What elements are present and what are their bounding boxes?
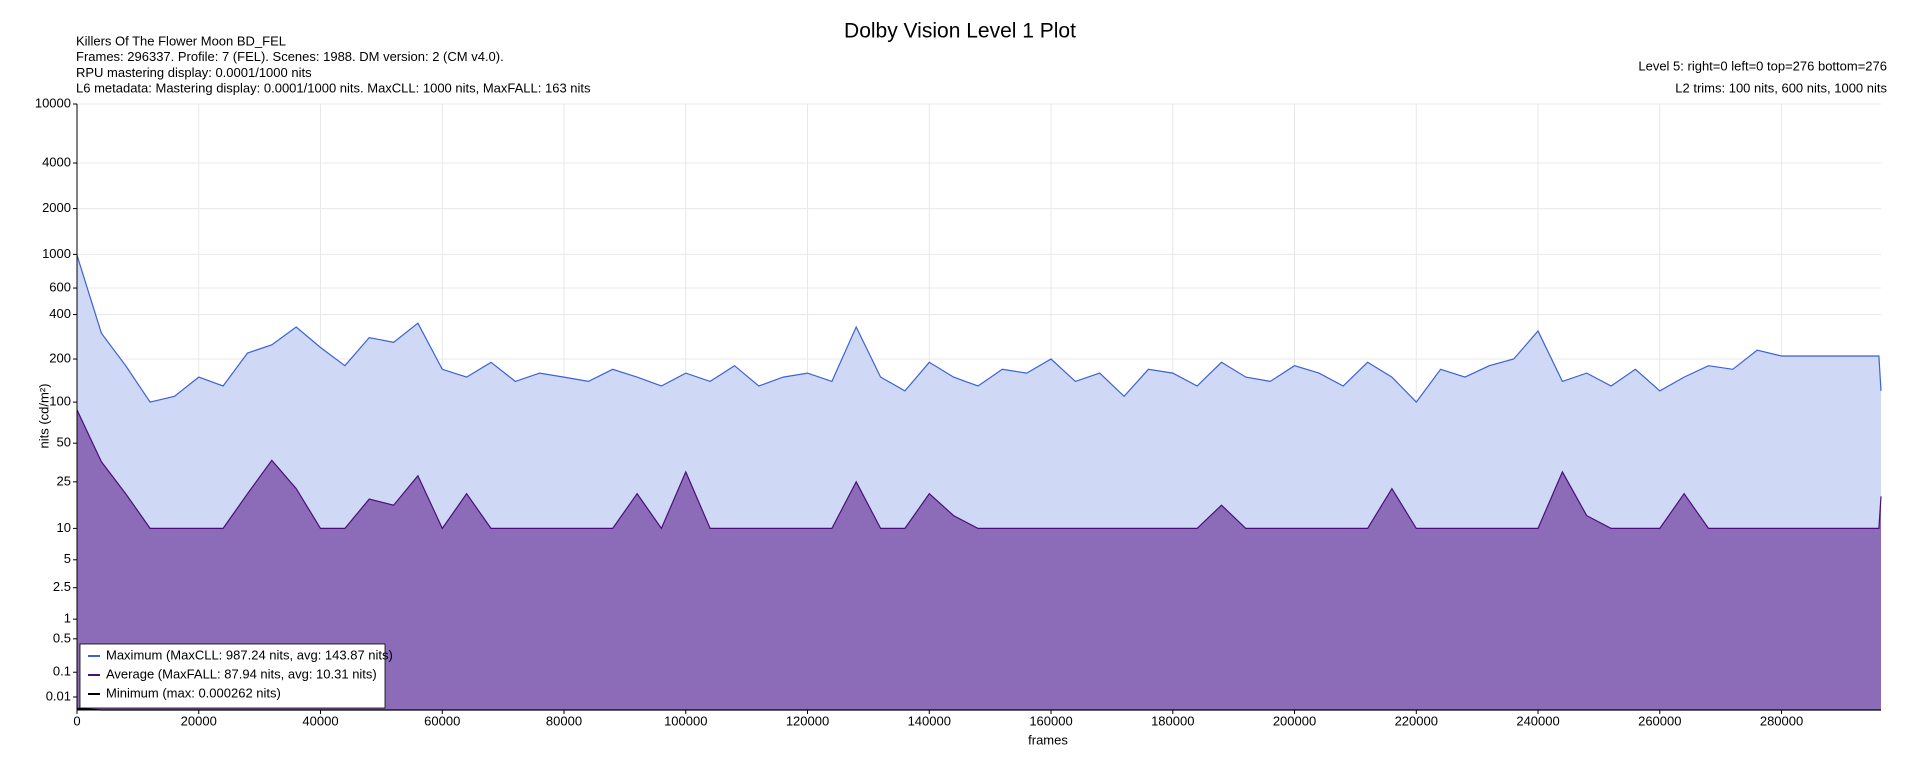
y-tick-label: 50: [57, 435, 71, 450]
y-tick-label: 1: [64, 611, 71, 626]
y-tick-label: 0.1: [53, 664, 71, 679]
info-text: Level 5: right=0 left=0 top=276 bottom=2…: [1638, 58, 1887, 73]
info-text: RPU mastering display: 0.0001/1000 nits: [76, 65, 312, 80]
legend-label: Minimum (max: 0.000262 nits): [106, 685, 281, 700]
x-tick-label: 280000: [1760, 713, 1803, 728]
x-tick-label: 200000: [1273, 713, 1316, 728]
y-tick-label: 1000: [42, 246, 71, 261]
x-tick-label: 240000: [1516, 713, 1559, 728]
x-tick-label: 100000: [664, 713, 707, 728]
series-line: [76, 255, 1882, 404]
legend-label: Average (MaxFALL: 87.94 nits, avg: 10.31…: [106, 666, 377, 681]
legend-label: Maximum (MaxCLL: 987.24 nits, avg: 143.8…: [106, 647, 393, 662]
series-line: [76, 409, 1882, 530]
y-tick-label: 400: [49, 306, 71, 321]
chart-title: Dolby Vision Level 1 Plot: [844, 20, 1076, 43]
y-tick-label: 10000: [35, 95, 71, 110]
x-tick-label: 220000: [1395, 713, 1438, 728]
y-tick-label: 200: [49, 350, 71, 365]
y-tick-label: 25: [57, 473, 71, 488]
y-tick-label: 5: [64, 551, 71, 566]
y-tick-label: 100: [49, 394, 71, 409]
x-tick-label: 120000: [786, 713, 829, 728]
y-tick-label: 4000: [42, 154, 71, 169]
x-tick-label: 20000: [181, 713, 217, 728]
info-text: L2 trims: 100 nits, 600 nits, 1000 nits: [1675, 80, 1887, 95]
x-tick-label: 40000: [302, 713, 338, 728]
y-tick-label: 2000: [42, 200, 71, 215]
y-tick-label: 2.5: [53, 579, 71, 594]
x-tick-label: 80000: [546, 713, 582, 728]
x-tick-label: 260000: [1638, 713, 1681, 728]
x-axis-label: frames: [1028, 732, 1068, 747]
y-axis-label: nits (cd/m²): [36, 384, 51, 449]
y-tick-label: 0.01: [46, 688, 71, 703]
series-area: [77, 409, 1881, 710]
x-tick-label: 0: [73, 713, 80, 728]
legend-box: [79, 643, 386, 709]
y-tick-label: 0.5: [53, 630, 71, 645]
info-text: Killers Of The Flower Moon BD_FEL: [76, 33, 286, 48]
y-tick-label: 10: [57, 520, 71, 535]
legend: Maximum (MaxCLL: 987.24 nits, avg: 143.8…: [79, 643, 393, 709]
x-tick-label: 140000: [908, 713, 951, 728]
x-tick-label: 160000: [1029, 713, 1072, 728]
x-tick-label: 60000: [424, 713, 460, 728]
info-text: Frames: 296337. Profile: 7 (FEL). Scenes…: [76, 49, 504, 64]
x-tick-label: 180000: [1151, 713, 1194, 728]
y-tick-label: 600: [49, 279, 71, 294]
info-text: L6 metadata: Mastering display: 0.0001/1…: [76, 81, 591, 96]
